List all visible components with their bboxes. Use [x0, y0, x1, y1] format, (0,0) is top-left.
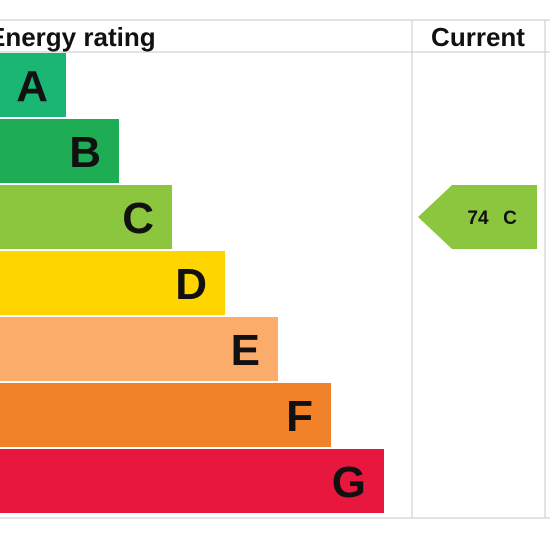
band-letter: E — [231, 326, 260, 375]
band-letter: C — [122, 194, 154, 243]
band-bar — [0, 449, 384, 513]
band-letter: B — [69, 128, 101, 177]
band-bar — [0, 53, 66, 117]
band-letter: G — [332, 458, 366, 507]
band-bar — [0, 317, 278, 381]
band-bar — [0, 383, 331, 447]
header-current: Current — [431, 22, 525, 52]
current-value: 74 — [467, 208, 489, 229]
band-bar — [0, 185, 172, 249]
band-letter: A — [16, 62, 48, 111]
header-title: Energy rating — [0, 22, 156, 52]
current-band: C — [503, 208, 517, 229]
band-letter: D — [175, 260, 207, 309]
band-bar — [0, 251, 225, 315]
band-bar — [0, 119, 119, 183]
band-letter: F — [286, 392, 313, 441]
current-arrow — [418, 185, 537, 249]
